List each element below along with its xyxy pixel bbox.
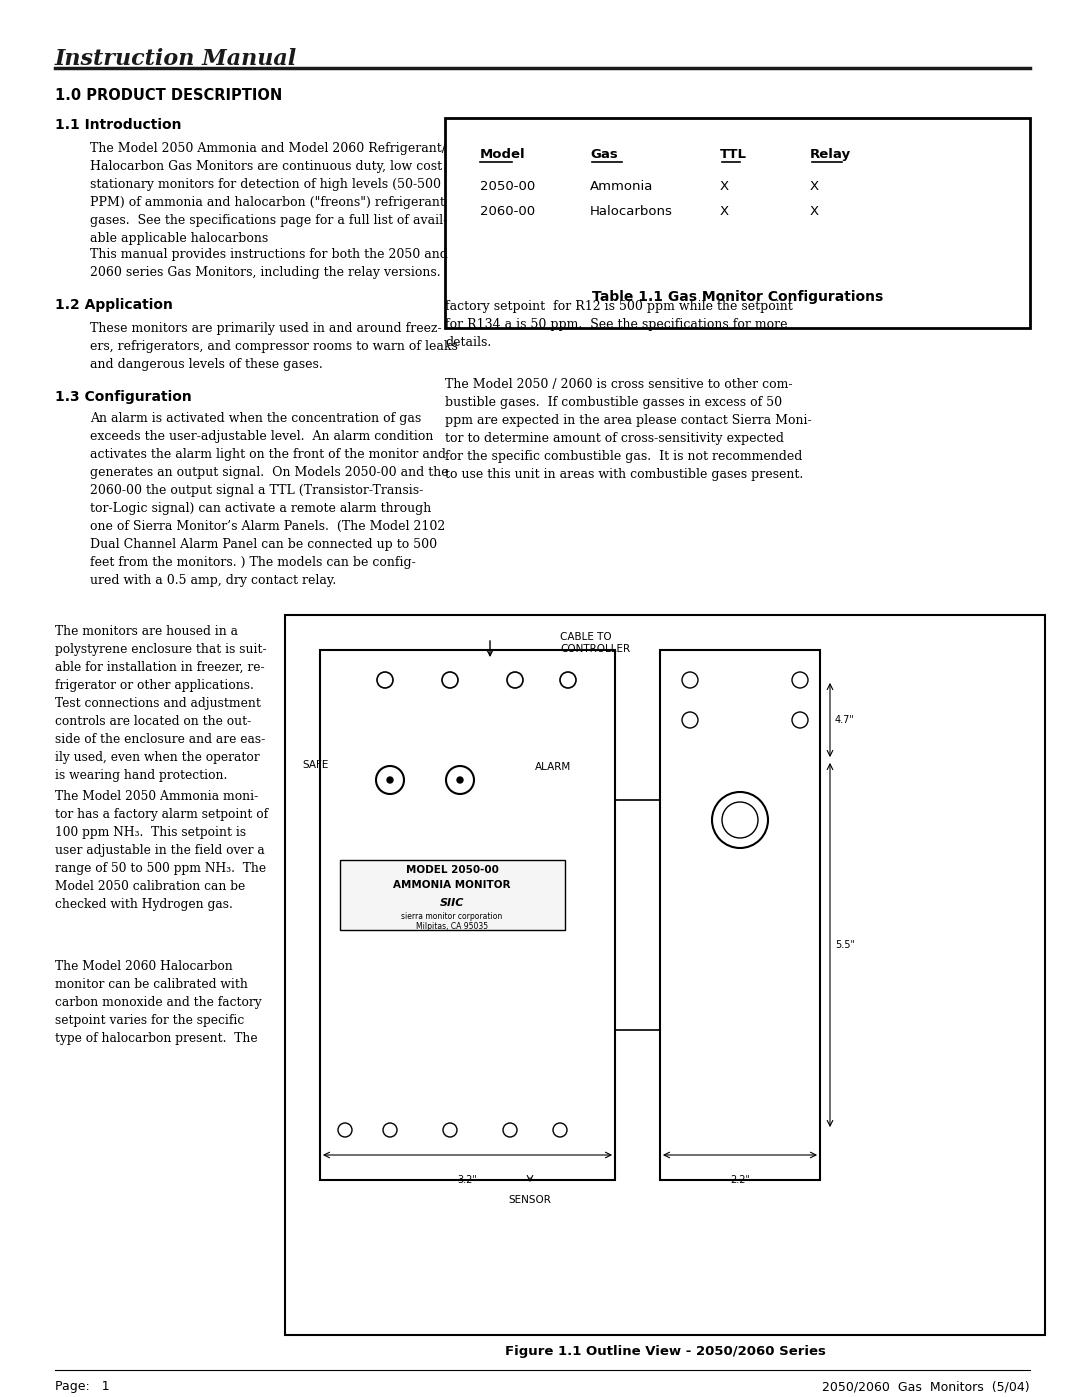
Circle shape [457,777,463,782]
Bar [285,615,1045,1336]
Text: Gas: Gas [590,148,618,161]
Text: The Model 2050 Ammonia moni-
tor has a factory alarm setpoint of
100 ppm NH₃.  T: The Model 2050 Ammonia moni- tor has a f… [55,789,268,911]
Text: 3.2": 3.2" [458,1175,477,1185]
Text: Figure 1.1 Outline View - 2050/2060 Series: Figure 1.1 Outline View - 2050/2060 Seri… [504,1345,825,1358]
Text: X: X [720,180,729,193]
Text: X: X [810,205,819,218]
Bar [340,861,565,930]
Text: Table 1.1 Gas Monitor Configurations: Table 1.1 Gas Monitor Configurations [592,291,883,305]
Text: Ammonia: Ammonia [590,180,653,193]
Text: TTL: TTL [720,148,747,161]
Text: SAFE: SAFE [302,760,328,770]
Text: Model: Model [480,148,526,161]
Text: 1.0 PRODUCT DESCRIPTION: 1.0 PRODUCT DESCRIPTION [55,88,282,103]
Text: 4.7": 4.7" [835,715,855,725]
Text: sierra monitor corporation: sierra monitor corporation [402,912,502,921]
Text: X: X [810,180,819,193]
Text: This manual provides instructions for both the 2050 and
2060 series Gas Monitors: This manual provides instructions for bo… [90,249,448,279]
Bar [660,650,820,1180]
Text: 2060-00: 2060-00 [480,205,535,218]
Text: These monitors are primarily used in and around freez-
ers, refrigerators, and c: These monitors are primarily used in and… [90,321,458,372]
Text: The monitors are housed in a
polystyrene enclosure that is suit-
able for instal: The monitors are housed in a polystyrene… [55,624,267,782]
Text: ALARM: ALARM [535,761,571,773]
Text: 1.1 Introduction: 1.1 Introduction [55,117,181,131]
Text: Milpitas, CA 95035: Milpitas, CA 95035 [416,922,488,930]
Text: Page:   1: Page: 1 [55,1380,110,1393]
Text: SIIC: SIIC [440,898,464,908]
Text: An alarm is activated when the concentration of gas
exceeds the user-adjustable : An alarm is activated when the concentra… [90,412,448,587]
Bar [320,650,615,1180]
Text: The Model 2050 Ammonia and Model 2060 Refrigerant/
Halocarbon Gas Monitors are c: The Model 2050 Ammonia and Model 2060 Re… [90,142,447,244]
Text: Halocarbons: Halocarbons [590,205,673,218]
Text: The Model 2060 Halocarbon
monitor can be calibrated with
carbon monoxide and the: The Model 2060 Halocarbon monitor can be… [55,960,261,1045]
Text: The Model 2050 / 2060 is cross sensitive to other com-
bustible gases.  If combu: The Model 2050 / 2060 is cross sensitive… [445,379,812,481]
Text: 2050-00: 2050-00 [480,180,536,193]
Text: Relay: Relay [810,148,851,161]
Text: CABLE TO
CONTROLLER: CABLE TO CONTROLLER [561,631,630,654]
Text: 2.2": 2.2" [730,1175,750,1185]
Bar [445,117,1030,328]
Text: 5.5": 5.5" [835,940,855,950]
Text: 2050/2060  Gas  Monitors  (5/04): 2050/2060 Gas Monitors (5/04) [822,1380,1030,1393]
Text: 1.3 Configuration: 1.3 Configuration [55,390,192,404]
Text: SENSOR: SENSOR [509,1194,552,1206]
Text: MODEL 2050-00: MODEL 2050-00 [406,865,499,875]
Circle shape [387,777,393,782]
Text: 1.2 Application: 1.2 Application [55,298,173,312]
Text: Instruction Manual: Instruction Manual [55,47,297,70]
Text: X: X [720,205,729,218]
Text: factory setpoint  for R12 is 500 ppm while the setpoint
for R134 a is 50 ppm.  S: factory setpoint for R12 is 500 ppm whil… [445,300,793,349]
Text: AMMONIA MONITOR: AMMONIA MONITOR [393,880,511,890]
